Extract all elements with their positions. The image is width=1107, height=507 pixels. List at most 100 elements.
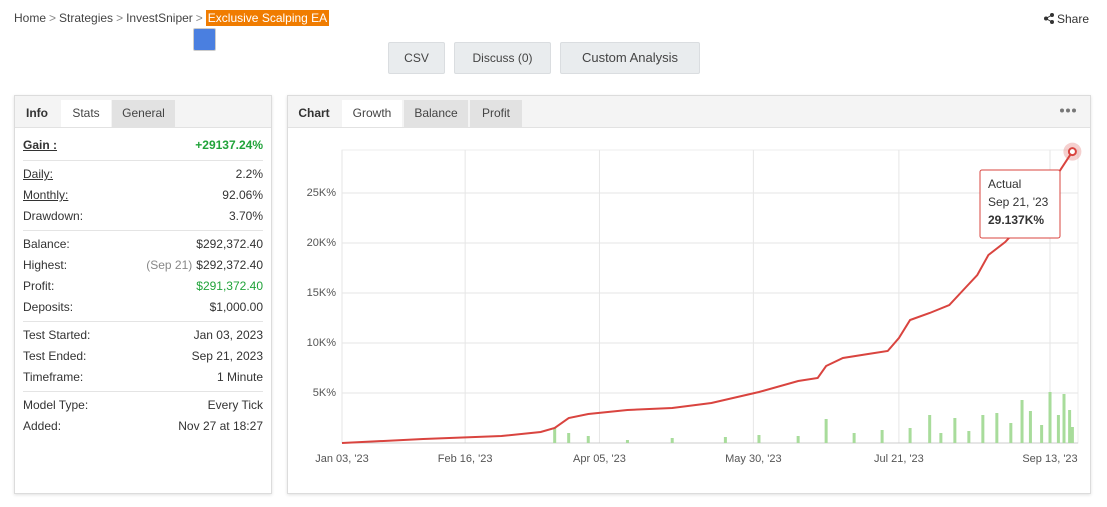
stats-group: Daily: 2.2% Monthly: 92.06% Drawdown: 3.70%	[23, 161, 263, 231]
x-tick-label: Apr 05, '23	[573, 453, 626, 465]
stat-label: Highest:	[23, 258, 68, 272]
crumb-separator: >	[116, 11, 124, 25]
tooltip-value: 29.137K%	[988, 213, 1044, 227]
tab[interactable]: Growth	[342, 100, 402, 127]
bar	[723, 437, 727, 443]
x-tick-label: Sep 13, '23	[1022, 453, 1077, 465]
bar	[908, 428, 912, 443]
stat-value: $1,000.00	[209, 300, 263, 314]
growth-line	[341, 151, 1074, 444]
stat-value: +29137.24%	[195, 138, 263, 152]
bar	[1062, 394, 1066, 443]
y-tick-label: 5K%	[313, 387, 336, 399]
bar	[553, 428, 557, 443]
bar	[586, 436, 590, 443]
discuss-button[interactable]: Discuss (0)	[454, 42, 551, 74]
tab[interactable]: Stats	[61, 100, 111, 127]
bar	[1040, 425, 1044, 443]
stats-row: Daily: 2.2%	[23, 164, 263, 185]
bar	[1009, 423, 1013, 443]
stat-label: Test Started:	[23, 328, 91, 342]
bar	[1068, 410, 1072, 443]
tooltip	[979, 169, 1061, 239]
y-tick-label: 15K%	[307, 287, 337, 299]
stat-value: 1 Minute	[216, 370, 263, 384]
bar	[1028, 411, 1032, 443]
stat-value: $292,372.40	[196, 258, 263, 272]
crumb[interactable]: InvestSniper	[126, 11, 193, 25]
stats-group: Model Type: Every Tick Added: Nov 27 at 18:…	[23, 392, 263, 440]
stats-row: Timeframe: 1 Minute	[23, 367, 263, 388]
bar	[1070, 427, 1074, 443]
stats-row: Monthly: 92.06%	[23, 185, 263, 206]
bar	[928, 415, 932, 443]
bar	[967, 431, 971, 443]
stat-value: Sep 21, 2023	[191, 349, 263, 363]
stat-note: (Sep 21)	[146, 258, 193, 272]
crumb[interactable]: Strategies	[59, 11, 114, 25]
button-label: Custom Analysis	[581, 50, 679, 65]
stats-row: Model Type: Every Tick	[23, 395, 263, 416]
stat-value: $292,372.40	[196, 237, 263, 251]
stat-label: Timeframe:	[23, 370, 84, 384]
y-tick-label: 20K%	[307, 237, 337, 249]
button-label: Discuss (0)	[472, 51, 533, 65]
stats-panel: Info Stats General Gain : +29137.24% Daily…	[14, 95, 272, 494]
tab[interactable]: Profit	[470, 100, 522, 127]
stat-label: Gain :	[23, 138, 58, 152]
bar	[1056, 415, 1060, 443]
tab-bar: Info Stats General	[15, 96, 271, 128]
stats-row: Drawdown: 3.70%	[23, 206, 263, 227]
plot-area	[341, 149, 1079, 444]
crumb-separator: >	[49, 11, 57, 25]
bar	[1048, 392, 1052, 443]
bar	[625, 440, 629, 443]
stat-value: Every Tick	[207, 398, 263, 412]
stat-value: 92.06%	[222, 188, 263, 202]
stats-row: Added: Nov 27 at 18:27	[23, 416, 263, 437]
crumb[interactable]: Home	[14, 11, 47, 25]
tab[interactable]: General	[112, 100, 175, 127]
bar	[1020, 400, 1024, 443]
stat-label: Profit:	[23, 279, 55, 293]
stats-row: Test Ended: Sep 21, 2023	[23, 346, 263, 367]
csv-button[interactable]: CSV	[388, 42, 445, 74]
stat-value: Jan 03, 2023	[193, 328, 263, 342]
bar	[796, 436, 800, 443]
bar	[670, 438, 674, 443]
stats-row: Test Started: Jan 03, 2023	[23, 325, 263, 346]
bar	[995, 413, 999, 443]
stat-label: Added:	[23, 419, 62, 433]
y-tick-label: 25K%	[307, 187, 337, 199]
bar	[824, 419, 828, 443]
stat-label: Drawdown:	[23, 209, 84, 223]
stat-label: Test Ended:	[23, 349, 87, 363]
stat-value: 2.2%	[235, 167, 263, 181]
stats-row: Balance: $292,372.40	[23, 234, 263, 255]
stat-label: Balance:	[23, 237, 70, 251]
share-button[interactable]: Share	[1043, 12, 1089, 26]
stat-value: $291,372.40	[196, 279, 263, 293]
menu-icon[interactable]	[1060, 108, 1076, 113]
stats-group: Balance: $292,372.40 Highest: (Sep 21) $292,…	[23, 231, 263, 322]
crumb-current: Exclusive Scalping EA	[205, 10, 330, 26]
bar	[953, 418, 957, 443]
share-label: Share	[1056, 12, 1089, 26]
stats-row: Gain : +29137.24%	[23, 133, 263, 157]
tab[interactable]: Info	[26, 106, 48, 120]
custom-analysis-button[interactable]: Custom Analysis	[560, 42, 700, 74]
stat-label: Daily:	[23, 167, 54, 181]
translate-icon[interactable]	[193, 28, 216, 51]
bar	[567, 433, 571, 443]
stats-row: Deposits: $1,000.00	[23, 297, 263, 318]
x-tick-label: Jan 03, '23	[315, 453, 368, 465]
tab[interactable]: Balance	[404, 100, 468, 127]
x-tick-label: May 30, '23	[725, 453, 782, 465]
breadcrumb: Home > Strategies > InvestSniper > Exclusive S…	[14, 10, 330, 26]
bar	[852, 433, 856, 443]
bar	[757, 435, 761, 443]
share-icon	[1043, 13, 1054, 24]
bar	[939, 433, 943, 443]
stats-group: Gain : +29137.24%	[23, 130, 263, 161]
